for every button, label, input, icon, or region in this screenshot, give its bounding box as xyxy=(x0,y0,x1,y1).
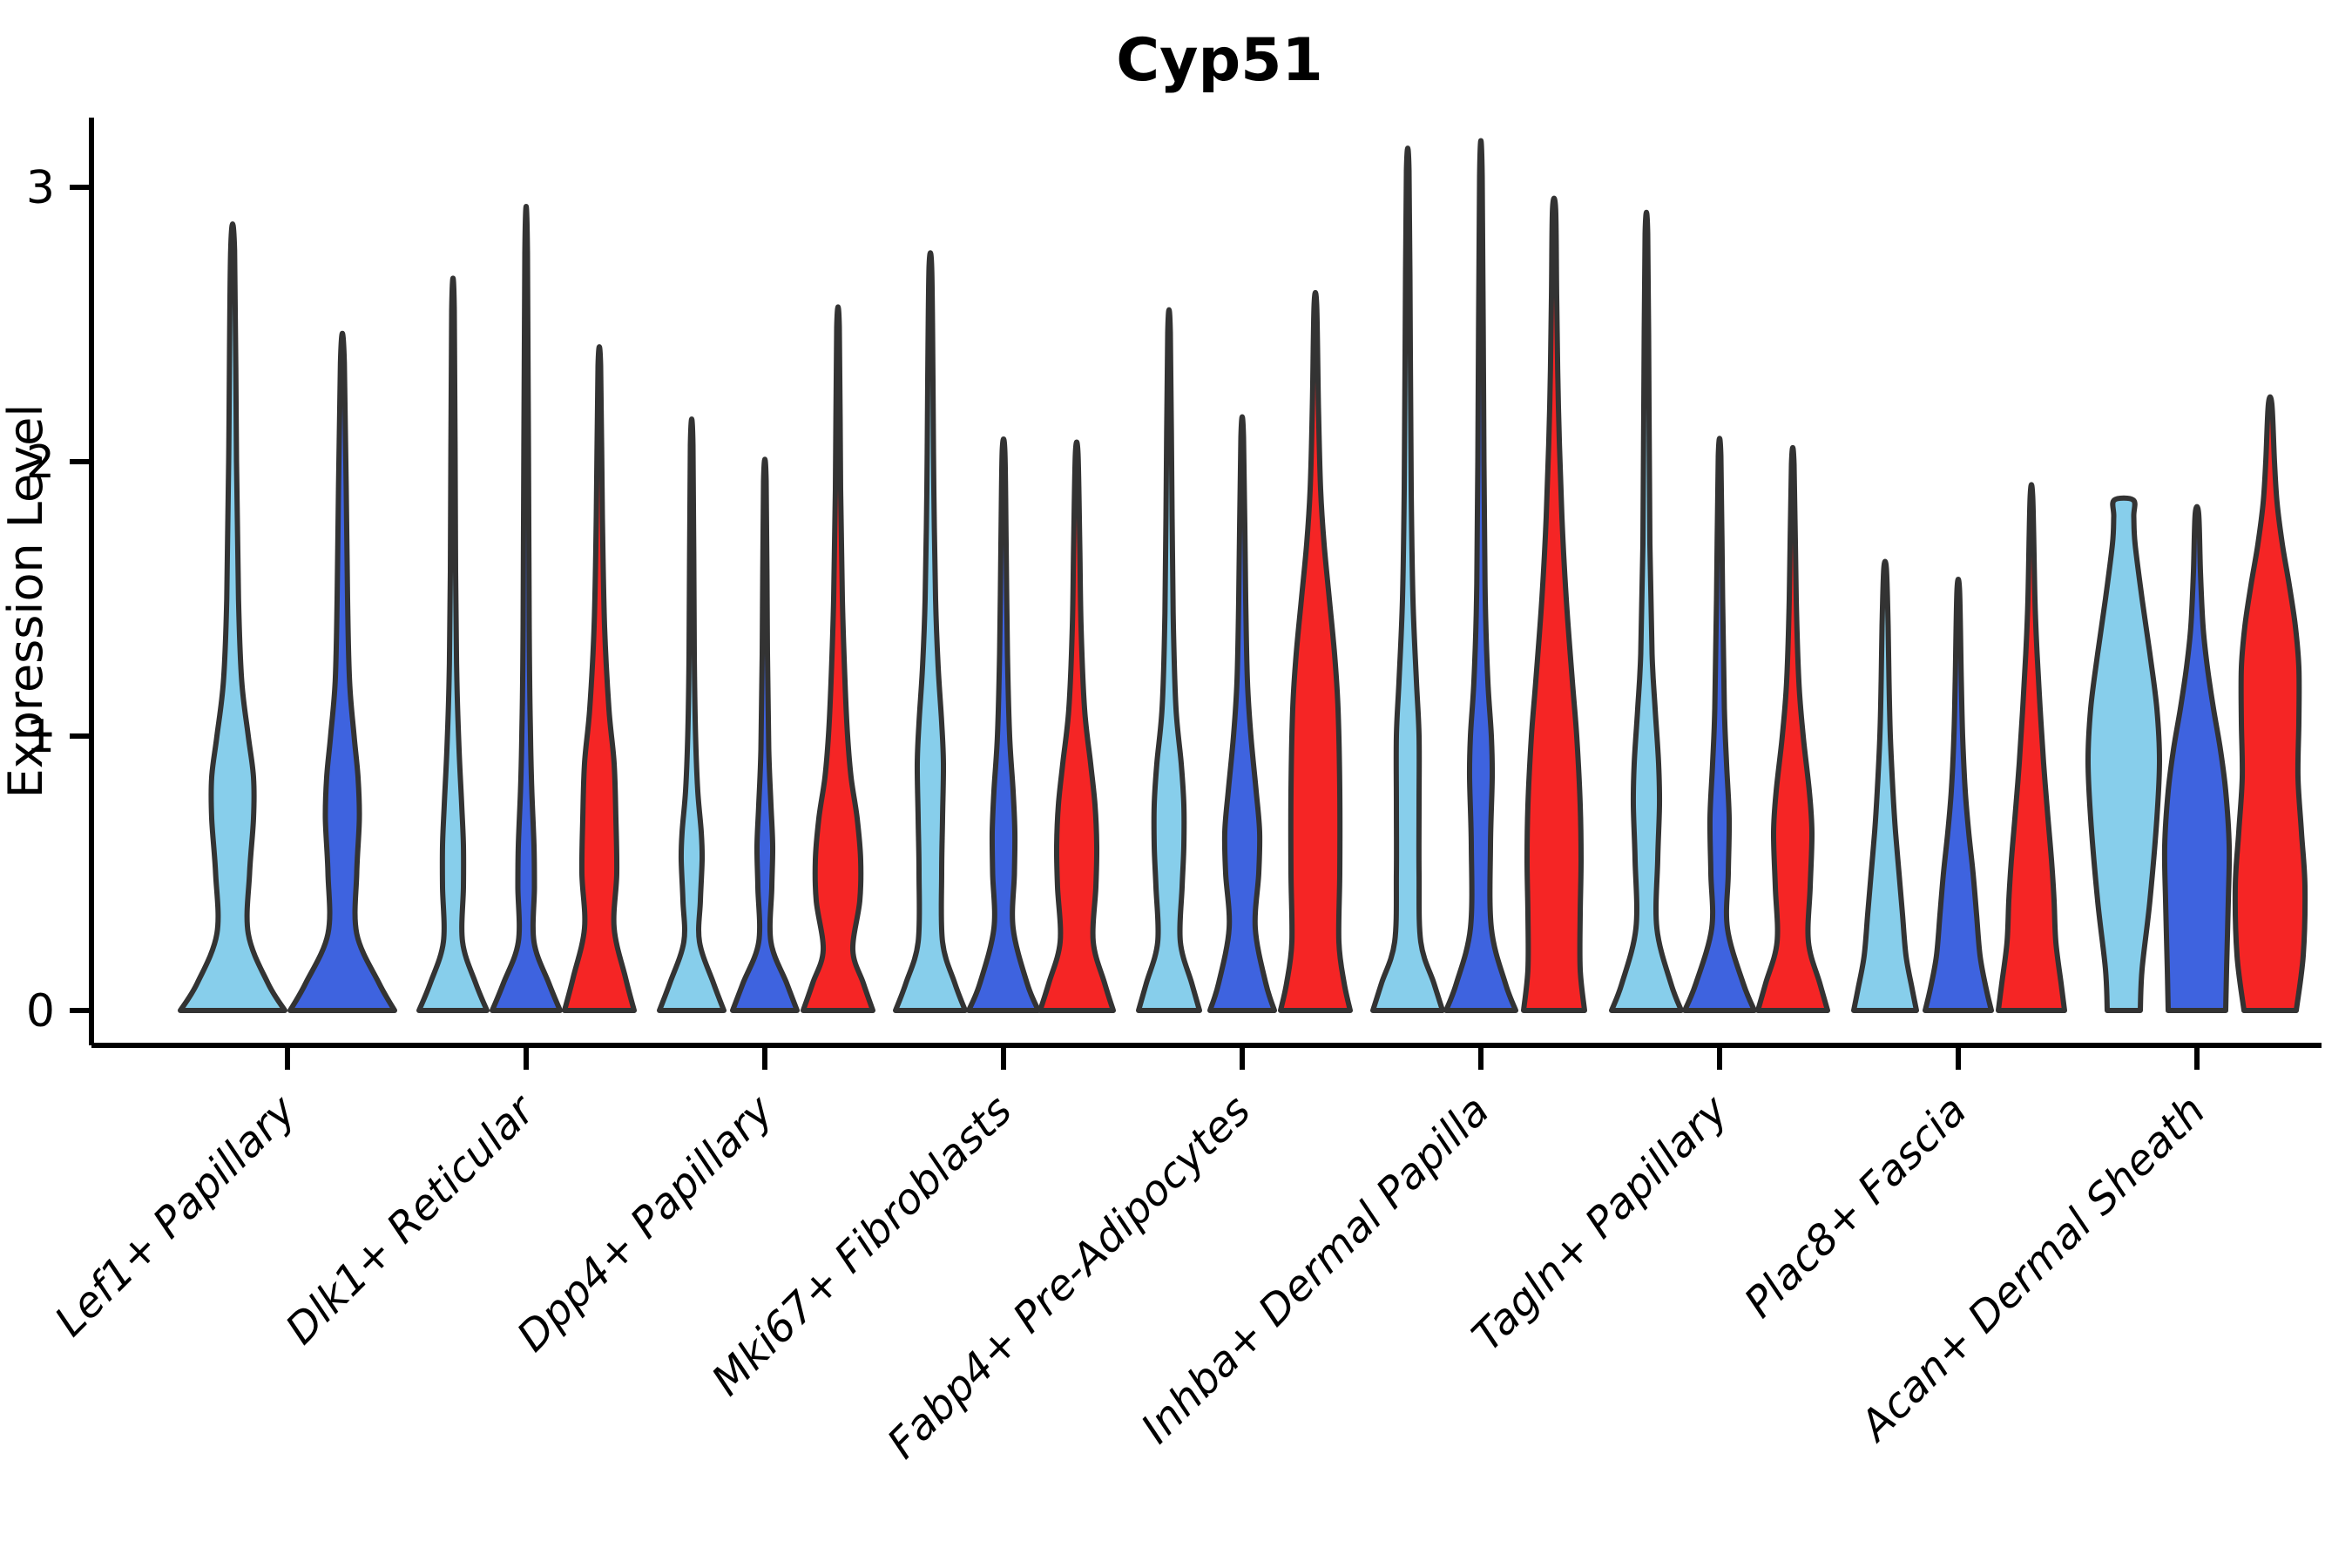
y-axis-label: Expression Level xyxy=(0,404,53,799)
violin-dpp4-papillary-s0 xyxy=(657,416,727,1013)
violin-fabp4-pre-adipocytes-s2 xyxy=(1278,289,1353,1013)
violin-fabp4-pre-adipocytes-s1 xyxy=(1207,414,1277,1013)
violin-acan-dermal-sheath-s2 xyxy=(2232,394,2308,1013)
violin-inhba-dermal-papilla-s2 xyxy=(1521,195,1587,1013)
violin-series xyxy=(178,138,2308,1013)
violin-lef1-papillary-s0 xyxy=(178,221,287,1013)
violin-dlk1-reticular-s2 xyxy=(562,344,637,1013)
x-tick-label: Lef1+ Papillary xyxy=(45,1085,306,1346)
x-tick-label: Plac8+ Fascia xyxy=(1735,1086,1977,1328)
violin-mki67-fibroblasts-s2 xyxy=(1037,439,1116,1013)
y-tick-label: 2 xyxy=(26,436,55,489)
violin-tagln-papillary-s1 xyxy=(1682,436,1757,1013)
y-tick-label: 0 xyxy=(26,985,55,1037)
violin-fabp4-pre-adipocytes-s0 xyxy=(1136,307,1202,1013)
violin-mki67-fibroblasts-s1 xyxy=(966,436,1041,1013)
violin-dpp4-papillary-s2 xyxy=(801,304,875,1013)
violin-acan-dermal-sheath-s0 xyxy=(2085,495,2162,1013)
violin-dlk1-reticular-s0 xyxy=(416,275,490,1013)
violin-plac8-fascia-s1 xyxy=(1923,577,1994,1013)
x-tick-label: Dlk1+ Reticular xyxy=(276,1085,546,1355)
violin-lef1-papillary-s1 xyxy=(287,330,397,1013)
violin-inhba-dermal-papilla-s0 xyxy=(1370,145,1445,1013)
x-tick-label: Tagln+ Papillary xyxy=(1463,1085,1738,1361)
violin-plac8-fascia-s0 xyxy=(1851,558,1919,1013)
violin-tagln-papillary-s2 xyxy=(1755,444,1830,1013)
violin-dpp4-papillary-s1 xyxy=(730,456,800,1013)
violin-mki67-fibroblasts-s0 xyxy=(893,250,968,1013)
violin-dlk1-reticular-s1 xyxy=(490,204,563,1013)
violin-inhba-dermal-papilla-s1 xyxy=(1443,138,1518,1013)
y-tick-label: 1 xyxy=(26,711,55,763)
y-tick-label: 3 xyxy=(26,162,55,214)
violin-tagln-papillary-s0 xyxy=(1609,210,1684,1013)
plot-title: Cyp51 xyxy=(1116,26,1323,95)
violin-acan-dermal-sheath-s1 xyxy=(2161,504,2233,1013)
x-tick-label: Dpp4+ Papillary xyxy=(508,1085,783,1361)
violin-plac8-fascia-s2 xyxy=(1996,482,2067,1013)
